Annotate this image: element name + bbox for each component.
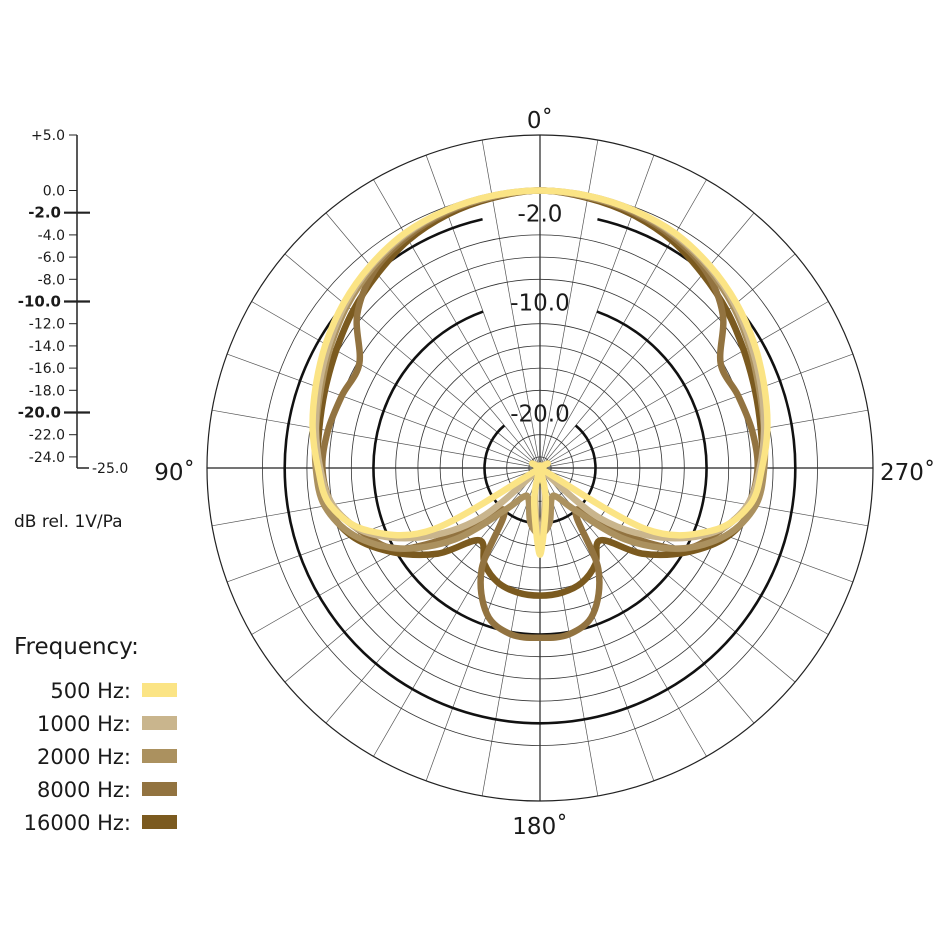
axis-tick-label: -22.0 (29, 428, 65, 444)
db-unit-label: dB rel. 1V/Pa (14, 512, 123, 532)
axis-tick-label: -24.0 (29, 450, 65, 466)
series-curve-500hz (309, 187, 771, 558)
grid-ring (417, 345, 663, 591)
legend-title: Frequency: (14, 634, 139, 660)
grid-ring (350, 278, 730, 658)
axis-tick-label: -12.0 (29, 317, 65, 333)
grid-ring (306, 234, 774, 702)
grid-ring (328, 256, 752, 680)
legend-swatch (142, 683, 177, 697)
ring-label: -10.0 (510, 291, 570, 317)
legend-swatch (142, 716, 177, 730)
grid-ring-outer (206, 134, 874, 802)
ring-label: -2.0 (518, 202, 563, 228)
legend: Frequency: 500 Hz: 1000 Hz: 2000 Hz: 8000 H… (14, 634, 177, 835)
angle-label-90: 90˚ (154, 459, 195, 486)
axis-tick-label: -16.0 (29, 361, 65, 377)
legend-label: 1000 Hz: (37, 712, 131, 736)
legend-label: 500 Hz: (50, 679, 131, 703)
legend-label: 2000 Hz: (37, 745, 131, 769)
axis-tick-label: 0.0 (43, 184, 65, 200)
legend-swatch (142, 815, 177, 829)
legend-label: 8000 Hz: (37, 778, 131, 802)
axis-tick-label: -2.0 (28, 204, 61, 222)
axis-tick-label: -6.0 (38, 250, 65, 266)
axis-tick-label: -4.0 (38, 228, 65, 244)
legend-label: 16000 Hz: (24, 811, 131, 835)
axis-tick-label: -8.0 (38, 272, 65, 288)
series-curve-8000hz (319, 187, 761, 642)
axis-tick-label: -14.0 (29, 339, 65, 355)
axis-tick-label: -20.0 (18, 404, 61, 422)
axis-tick-label: -18.0 (29, 383, 65, 399)
db-scale-axis: +5.0 0.0 -2.0 -4.0 -6.0 -8.0 -10.0 -12.0 -14.0 -1… (18, 128, 128, 477)
axis-tick-label: -25.0 (92, 461, 128, 477)
legend-swatch (142, 782, 177, 796)
angle-label-270: 270˚ (880, 459, 935, 486)
axis-tick-label: -10.0 (18, 293, 61, 311)
axis-tick-label: +5.0 (31, 128, 65, 144)
ring-labels: -2.0 -10.0 -20.0 (510, 202, 570, 428)
grid-ring-bold (283, 217, 797, 725)
ring-label: -20.0 (510, 402, 570, 428)
grid-ring-bold (372, 310, 708, 636)
polar-curves (309, 187, 771, 642)
grid-ring (506, 434, 574, 502)
grid-ring (439, 367, 641, 569)
series-curve-16000hz (314, 187, 766, 599)
angle-label-0: 0˚ (527, 107, 553, 134)
legend-swatch (142, 749, 177, 763)
angle-label-180: 180˚ (512, 813, 567, 840)
grid-ring (395, 323, 685, 613)
angle-labels: 0˚ 90˚ 180˚ 270˚ (154, 107, 935, 840)
